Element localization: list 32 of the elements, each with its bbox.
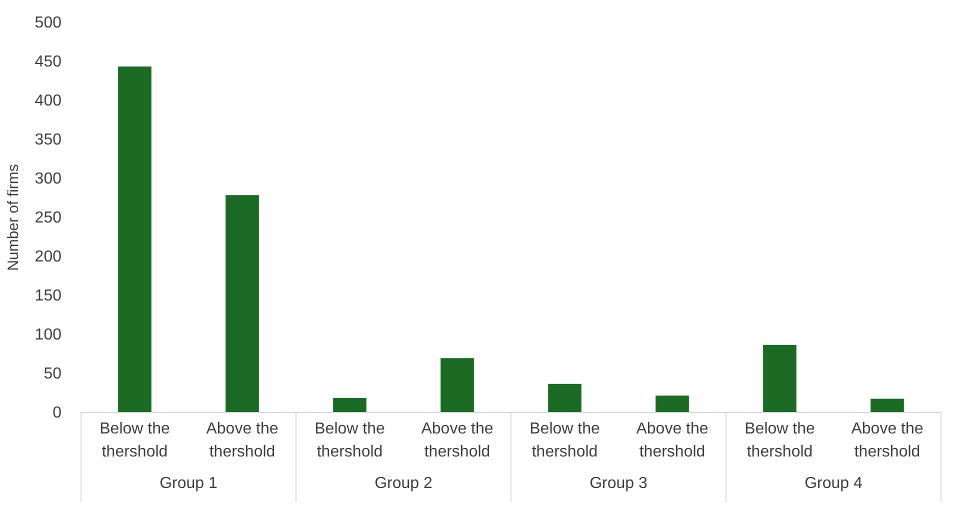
x-tick-label: Above the thershold bbox=[636, 420, 708, 460]
bar bbox=[548, 384, 582, 412]
y-tick-label: 300 bbox=[34, 170, 62, 188]
text: Group 2 bbox=[374, 475, 433, 492]
x-tick-label: Above the thershold bbox=[851, 420, 924, 460]
bar bbox=[656, 396, 689, 412]
x-tick-label: Above the thershold bbox=[206, 420, 278, 460]
y-tick-label: 50 bbox=[44, 366, 62, 382]
y-tick-label: 100 bbox=[34, 326, 62, 344]
bar bbox=[440, 358, 474, 412]
x-tick-label: Below the thershold bbox=[100, 420, 170, 460]
text: Group 1 bbox=[160, 475, 218, 492]
x-tick-label: Below the thershold bbox=[530, 420, 600, 460]
bar bbox=[870, 398, 904, 412]
y-tick-label: 150 bbox=[34, 288, 62, 304]
y-axis-title: Number of firms bbox=[4, 164, 22, 271]
y-tick-label: 450 bbox=[34, 54, 62, 70]
bar bbox=[763, 344, 796, 412]
bar bbox=[226, 195, 259, 412]
y-tick-label: 0 bbox=[52, 404, 62, 422]
y-tick-label: 400 bbox=[34, 92, 62, 110]
bar bbox=[118, 66, 152, 412]
text: Group 3 bbox=[590, 475, 648, 492]
y-tick-label: 200 bbox=[34, 248, 62, 266]
x-tick-label: Below the thershold bbox=[744, 420, 815, 460]
x-tick-label: Below the thershold bbox=[314, 420, 385, 460]
y-tick-label: 500 bbox=[34, 14, 62, 32]
text: Group 4 bbox=[804, 475, 863, 492]
y-tick-label: 250 bbox=[34, 210, 62, 226]
bar bbox=[333, 398, 366, 412]
y-tick-label: 350 bbox=[34, 132, 62, 148]
x-tick-label: Above the thershold bbox=[421, 420, 494, 460]
